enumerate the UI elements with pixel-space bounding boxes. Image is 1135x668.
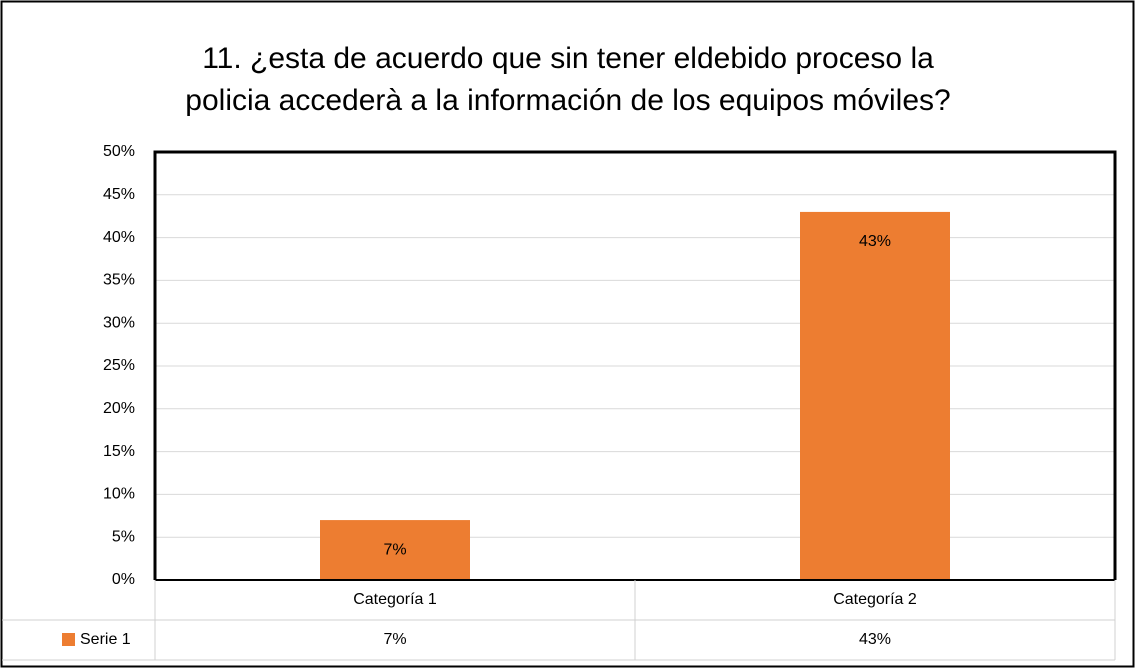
bar [800, 211, 950, 581]
y-tick-label: 25% [103, 357, 135, 374]
y-tick-label: 5% [112, 528, 135, 545]
table-value: 43% [859, 631, 891, 648]
y-tick-label: 35% [103, 272, 135, 289]
plot-frame [153, 150, 1117, 580]
y-tick-label: 20% [103, 400, 135, 417]
bar [320, 520, 470, 580]
data-label: 43% [859, 233, 891, 250]
legend-swatch [62, 633, 75, 646]
table-value: 7% [383, 631, 406, 648]
chart-title: policia accederà a la información de los… [185, 84, 950, 117]
y-tick-label: 0% [112, 571, 135, 588]
x-tick-label: Categoría 2 [833, 591, 917, 608]
y-tick-label: 15% [103, 443, 135, 460]
chart-title: 11. ¿esta de acuerdo que sin tener eldeb… [202, 42, 934, 75]
legend-label: Serie 1 [80, 631, 131, 648]
y-tick-label: 50% [103, 143, 135, 160]
x-tick-label: Categoría 1 [353, 591, 437, 608]
data-label: 7% [383, 541, 406, 558]
y-tick-label: 40% [103, 229, 135, 246]
y-tick-label: 10% [103, 486, 135, 503]
y-tick-label: 45% [103, 186, 135, 203]
y-tick-label: 30% [103, 314, 135, 331]
